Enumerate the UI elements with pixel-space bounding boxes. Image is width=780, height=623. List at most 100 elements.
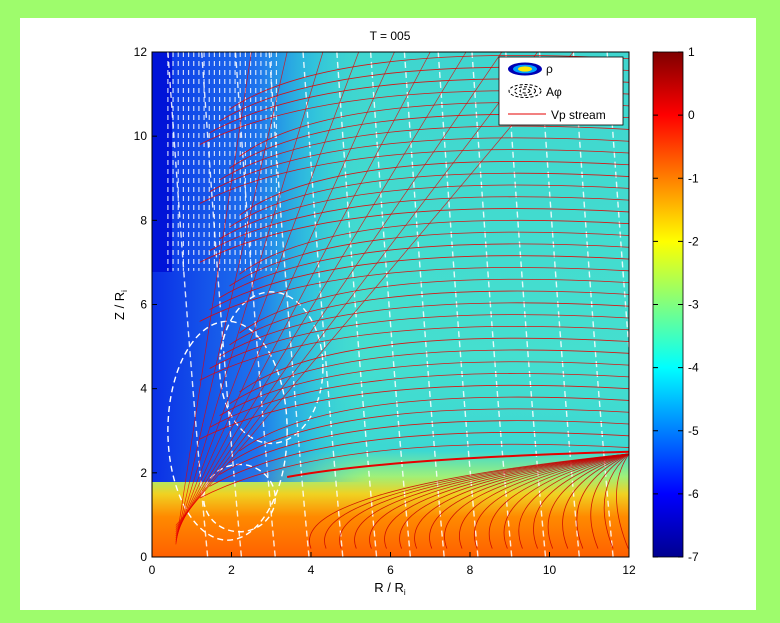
x-tick-label: 12 <box>622 563 636 577</box>
chart-title: T = 005 <box>370 29 411 43</box>
colorbar: 1 0 -1 -2 -3 -4 -5 -6 -7 <box>652 45 699 564</box>
x-tick-label: 6 <box>387 563 394 577</box>
streamline <box>459 453 629 549</box>
streamline <box>603 453 629 549</box>
field-line <box>234 52 276 557</box>
streamline <box>219 125 629 181</box>
streamline <box>354 453 629 549</box>
field-line <box>538 52 581 557</box>
x-tick-label: 0 <box>149 563 156 577</box>
streamline <box>229 54 629 110</box>
streamline <box>199 149 629 204</box>
streamline <box>324 453 629 549</box>
streamline <box>239 337 629 393</box>
streamline <box>518 453 629 549</box>
x-axis-label: R / Ri <box>374 580 406 597</box>
y-axis: 0 2 4 6 8 10 12 <box>134 45 157 564</box>
colorbar-tick-label: 1 <box>688 45 695 59</box>
y-tick-label: 12 <box>134 45 148 59</box>
streamline <box>590 453 629 549</box>
streamline <box>209 137 629 193</box>
streamline <box>576 453 629 549</box>
streamline <box>175 52 574 526</box>
legend-rho-swatch <box>508 62 542 76</box>
colorbar-tick-label: -5 <box>688 424 699 438</box>
legend-vp-label: Vp stream <box>551 108 606 122</box>
streamline <box>199 443 629 499</box>
streamline <box>488 453 629 549</box>
streamline <box>473 453 629 549</box>
streamline <box>199 267 629 322</box>
x-axis: 0 2 4 6 8 10 12 <box>149 552 636 577</box>
streamline <box>175 52 395 537</box>
streamline <box>199 384 629 440</box>
streamline <box>219 302 629 358</box>
streamline <box>229 231 629 287</box>
x-tick-label: 8 <box>467 563 474 577</box>
y-tick-label: 0 <box>140 550 147 564</box>
colorbar-tick-label: -2 <box>688 234 699 248</box>
streamline <box>533 453 629 549</box>
field-line <box>505 52 547 557</box>
legend: ρ Aφ Vp stream <box>498 56 624 126</box>
streamline <box>547 453 629 549</box>
field-line <box>302 52 344 557</box>
field-line <box>268 52 310 557</box>
streamline <box>562 453 629 549</box>
field-line <box>167 52 209 557</box>
streamline <box>503 453 629 549</box>
streamline <box>175 52 503 530</box>
streamline <box>229 349 629 405</box>
field-line <box>471 52 513 557</box>
field-line <box>369 52 412 557</box>
y-axis-label: Z / Ri <box>112 290 129 320</box>
streamline <box>175 52 360 539</box>
streamline <box>219 420 629 475</box>
field-line <box>606 52 629 359</box>
streamline <box>239 161 629 216</box>
field-line <box>403 52 445 557</box>
x-tick-label: 10 <box>543 563 557 577</box>
streamline <box>175 52 538 528</box>
streamline <box>219 184 629 240</box>
legend-aphi-label: Aφ <box>546 85 562 99</box>
streamlines <box>175 52 629 549</box>
streamline <box>175 52 324 541</box>
streamline <box>199 208 629 263</box>
streamline <box>369 453 629 549</box>
streamline <box>229 290 629 346</box>
plot-area <box>152 52 629 557</box>
streamline <box>219 361 629 416</box>
streamline <box>175 52 252 545</box>
streamline <box>309 453 629 549</box>
y-tick-label: 10 <box>134 129 148 143</box>
streamline <box>209 255 629 310</box>
streamline <box>239 278 629 334</box>
streamline <box>399 453 629 549</box>
field-loop <box>202 463 276 533</box>
streamline <box>229 408 629 464</box>
streamline <box>384 453 629 549</box>
colorbar-tick-label: -7 <box>688 550 699 564</box>
streamline <box>339 453 629 549</box>
streamline <box>414 453 629 549</box>
streamline <box>199 326 629 381</box>
streamline <box>175 52 467 532</box>
streamline <box>209 373 629 428</box>
y-tick-label: 4 <box>140 382 147 396</box>
colorbar-ticks: 1 0 -1 -2 -3 -4 -5 -6 -7 <box>653 45 699 564</box>
density-jet-core <box>152 52 172 272</box>
streamline <box>239 219 629 275</box>
colorbar-tick-label: 0 <box>688 108 695 122</box>
field-line <box>437 52 479 557</box>
streamline <box>209 432 629 487</box>
streamline-shock <box>286 450 629 479</box>
streamline <box>239 396 629 452</box>
field-line <box>336 52 378 557</box>
y-tick-label: 6 <box>140 298 147 312</box>
colorbar-tick-label: -4 <box>688 361 699 375</box>
colorbar-tick-label: -6 <box>688 487 699 501</box>
streamline <box>429 453 629 549</box>
y-tick-label: 2 <box>140 466 147 480</box>
